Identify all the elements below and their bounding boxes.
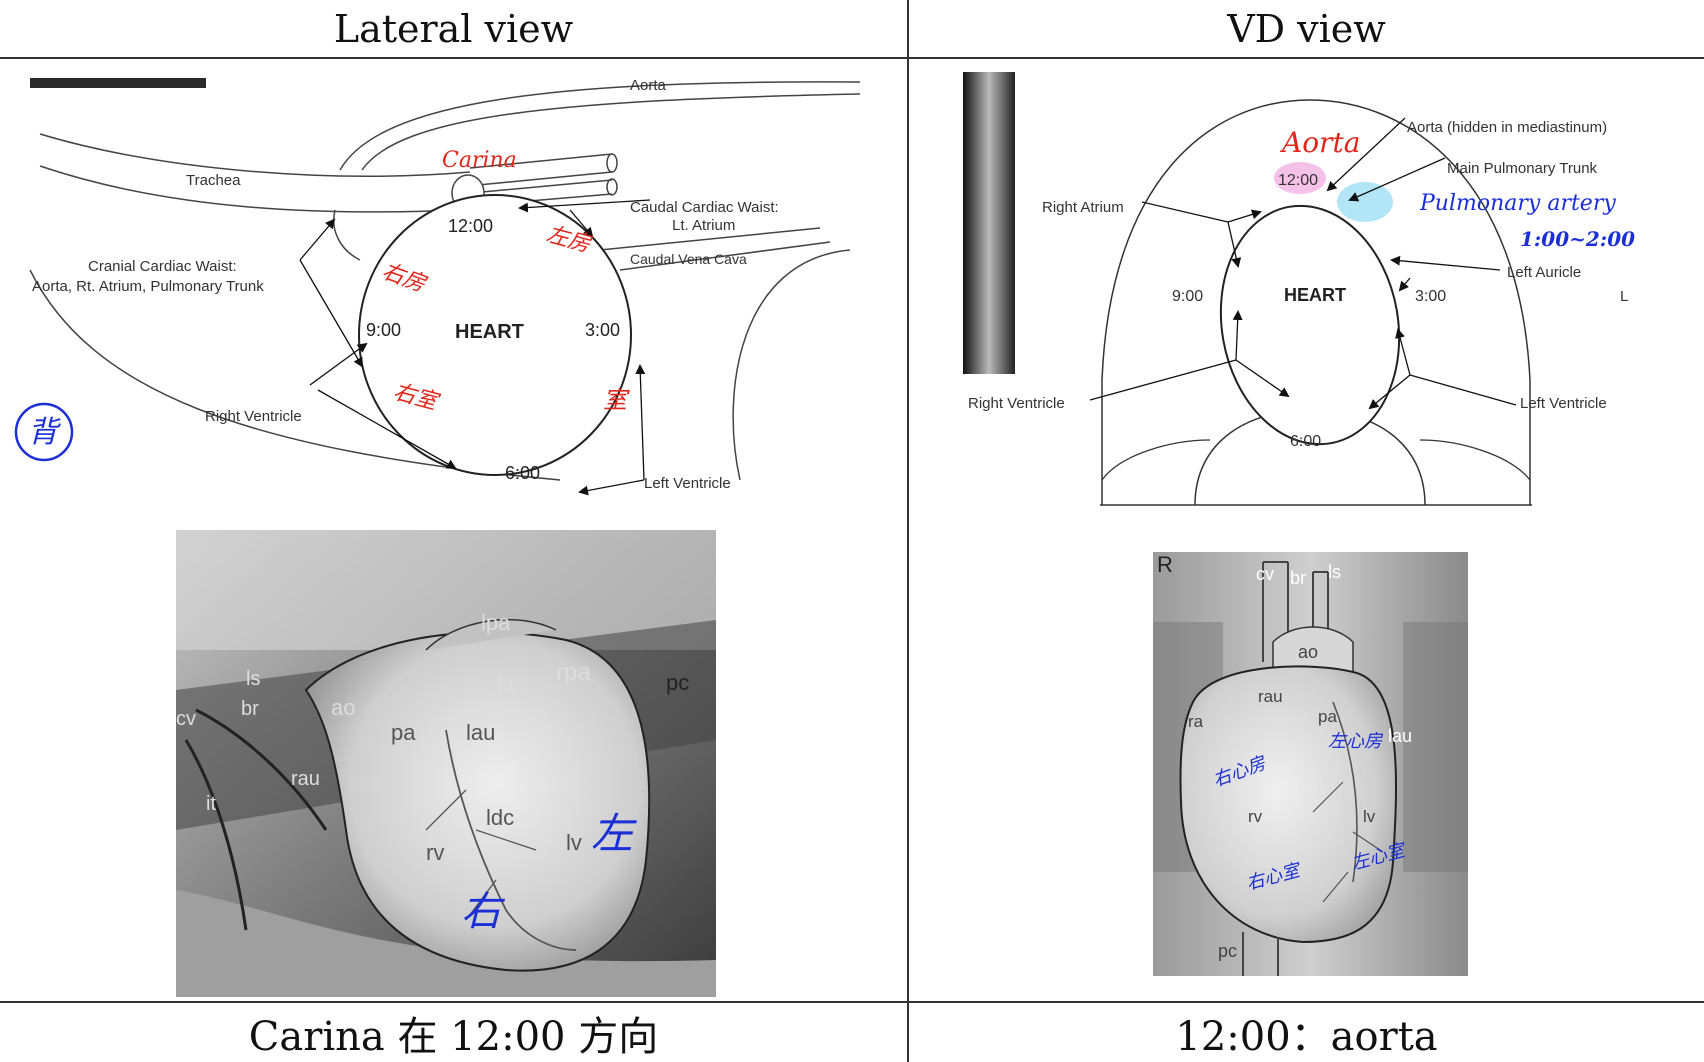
vd-photo-label-br: br xyxy=(1290,568,1306,588)
photo-label-br: br xyxy=(241,698,259,720)
vd-side-l: L xyxy=(1620,288,1628,305)
label-caudal-vena-cava: Caudal Vena Cava xyxy=(630,251,747,267)
photo-label-rpa: rpa xyxy=(556,659,591,686)
vd-photo-label-pa: pa xyxy=(1318,707,1337,726)
vd-clock-3: 3:00 xyxy=(1415,288,1446,305)
label-left-ventricle-vd: Left Ventricle xyxy=(1520,395,1607,412)
table-rule-middle xyxy=(907,0,909,1062)
label-trachea: Trachea xyxy=(186,172,241,189)
label-left-auricle: Left Auricle xyxy=(1507,264,1581,281)
vd-heart-outline xyxy=(1219,204,1401,446)
lateral-clock-9: 9:00 xyxy=(366,320,401,340)
photo-label-lau: lau xyxy=(466,720,495,745)
photo-label-lv: lv xyxy=(566,830,582,855)
photo-label-la: la xyxy=(498,673,514,695)
pulmonary-highlight xyxy=(1337,182,1393,222)
vd-photo-label-ls: ls xyxy=(1328,562,1341,582)
hand-aorta: Aorta xyxy=(1279,126,1360,159)
hand-back-circle xyxy=(14,402,74,462)
label-caudal-cardiac-waist: Caudal Cardiac Waist: xyxy=(630,199,779,216)
vd-clock-9: 9:00 xyxy=(1172,288,1203,305)
vd-photo-label-cv: cv xyxy=(1256,564,1274,584)
photo-label-it: it xyxy=(206,793,216,815)
label-right-ventricle-vd: Right Ventricle xyxy=(968,395,1065,412)
aorta-highlight xyxy=(1274,162,1326,194)
lateral-clock-12: 12:00 xyxy=(448,216,493,236)
label-cranial-cardiac-waist: Cranial Cardiac Waist: xyxy=(88,258,237,275)
photo-label-rv: rv xyxy=(426,840,444,865)
hand-left-ventricle: 室 xyxy=(603,386,630,414)
label-left-ventricle: Left Ventricle xyxy=(644,475,731,492)
vd-caption: 12:00：aorta xyxy=(1175,1013,1438,1060)
hand-carina: Carina xyxy=(442,148,517,173)
lateral-heart-label: HEART xyxy=(455,321,524,343)
hand-photo-left: 左 xyxy=(591,809,637,858)
vd-photo-label-rau: rau xyxy=(1258,687,1283,706)
hand-vd-la: 左心房 xyxy=(1328,731,1384,752)
table-rule-top xyxy=(0,57,1704,59)
photo-label-pc: pc xyxy=(666,670,689,695)
vd-photo-label-lau: lau xyxy=(1388,726,1412,746)
lateral-view-heading: Lateral view xyxy=(333,6,574,51)
vd-photo-label-lv: lv xyxy=(1363,807,1376,826)
lateral-heart-outline xyxy=(358,194,632,476)
vd-photo-label-r: R xyxy=(1157,552,1173,577)
photo-label-rau: rau xyxy=(291,768,320,790)
vd-photo-label-ao: ao xyxy=(1298,642,1318,662)
table-rule-bottom xyxy=(0,1001,1704,1003)
label-right-atrium: Right Atrium xyxy=(1042,199,1124,216)
label-aorta-hidden: Aorta (hidden in mediastinum) xyxy=(1407,119,1607,136)
vd-spine-xray xyxy=(963,72,1015,374)
label-right-ventricle: Right Ventricle xyxy=(205,408,302,425)
vd-photo-label-pc: pc xyxy=(1218,941,1237,961)
scale-bar xyxy=(30,78,206,88)
label-cranial-cardiac-waist-sub: Aorta, Rt. Atrium, Pulmonary Trunk xyxy=(32,278,264,295)
lateral-heart-photo: lpa rpa ls br cv ao la pc pa lau rau it … xyxy=(176,530,716,997)
photo-label-pa: pa xyxy=(391,720,416,745)
vd-clock-6: 6:00 xyxy=(1290,433,1321,450)
vd-diagram: Aorta (hidden in mediastinum) Main Pulmo… xyxy=(963,72,1635,506)
photo-label-ldc: ldc xyxy=(486,805,514,830)
vd-heart-photo: R cv br ls ao rau ra pa lau rv lv pc 右心房… xyxy=(1153,552,1468,976)
vd-heart-label: HEART xyxy=(1284,285,1346,305)
hand-back: 背 xyxy=(28,415,61,450)
photo-label-ao: ao xyxy=(331,695,355,720)
vd-photo-label-ra: ra xyxy=(1188,712,1204,731)
lateral-clock-6: 6:00 xyxy=(505,463,540,483)
vd-clock-12: 12:00 xyxy=(1278,172,1318,189)
lateral-caption: Carina 在 12:00 方向 xyxy=(248,1013,659,1060)
photo-label-ls: ls xyxy=(246,668,260,690)
vd-view-heading: VD view xyxy=(1227,6,1386,51)
lateral-clock-3: 3:00 xyxy=(585,320,620,340)
hand-photo-right: 右 xyxy=(461,889,506,935)
label-caudal-cardiac-waist-sub: Lt. Atrium xyxy=(672,217,735,234)
photo-label-lpa: lpa xyxy=(481,610,511,635)
lateral-diagram: Aorta Trachea Carina Caudal Cardiac Wais… xyxy=(14,77,861,496)
photo-label-cv: cv xyxy=(176,708,196,730)
vd-photo-label-rv: rv xyxy=(1248,807,1263,826)
label-main-pulmonary-trunk: Main Pulmonary Trunk xyxy=(1447,160,1598,177)
label-aorta: Aorta xyxy=(630,77,667,94)
hand-pulmonary-artery: Pulmonary artery xyxy=(1419,191,1616,216)
hand-time-range: 1:00~2:00 xyxy=(1520,227,1635,251)
